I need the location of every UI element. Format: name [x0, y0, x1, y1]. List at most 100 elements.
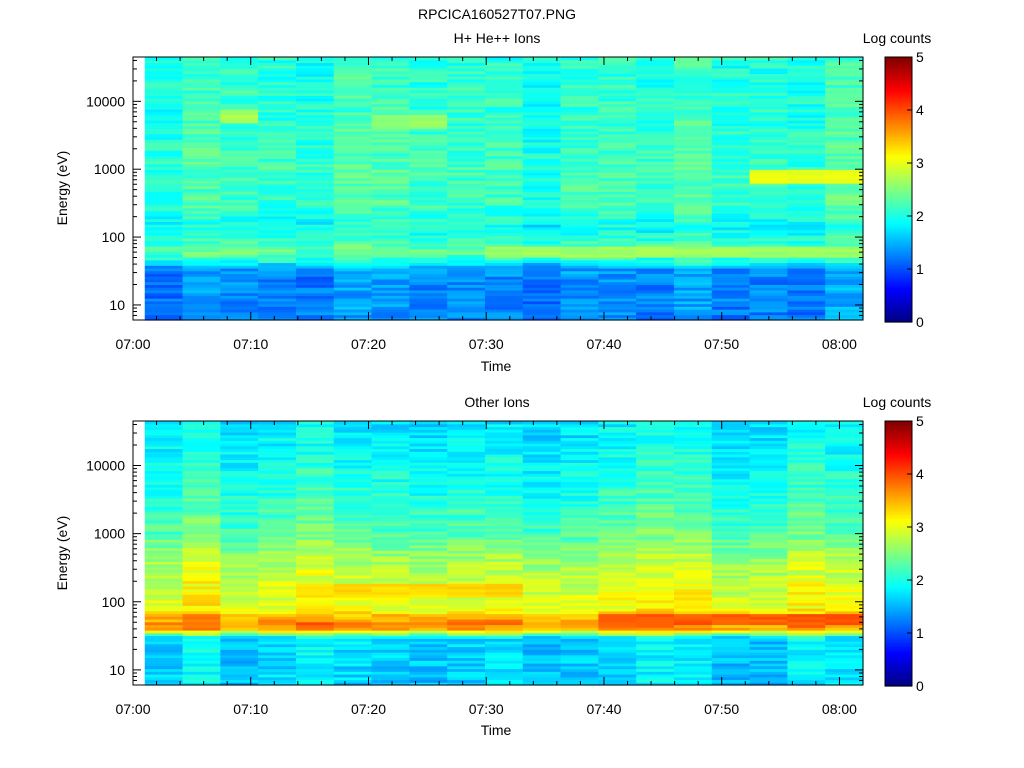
heatmap-cell — [182, 456, 221, 461]
heatmap-cell — [522, 544, 562, 549]
heatmap-cell — [636, 210, 675, 214]
colorbar-segment — [885, 573, 912, 577]
colorbar-segment — [885, 193, 912, 197]
heatmap-cell — [409, 213, 448, 217]
heatmap-cell — [673, 586, 713, 590]
heatmap-cell — [220, 467, 259, 472]
heatmap-cell — [182, 215, 221, 220]
heatmap-cell — [522, 150, 562, 154]
heatmap-cell — [447, 566, 486, 571]
heatmap-cell — [711, 95, 751, 99]
heatmap-cell — [522, 638, 562, 642]
x-tick-label: 07:30 — [469, 336, 504, 352]
heatmap-cell — [787, 564, 826, 568]
heatmap-cell — [371, 259, 410, 264]
heatmap-cell — [182, 147, 221, 151]
heatmap-cell — [182, 265, 221, 269]
heatmap-cell — [825, 421, 864, 425]
heatmap-cell — [560, 437, 599, 441]
heatmap-cell — [447, 57, 486, 61]
heatmap-cell — [749, 533, 788, 538]
heatmap-cell — [711, 158, 751, 162]
heatmap-cell — [409, 498, 448, 502]
colorbar-segment — [885, 555, 912, 559]
heatmap-cell — [749, 586, 788, 590]
heatmap-cell — [522, 500, 562, 505]
colorbar-segment — [885, 427, 912, 431]
heatmap-cell — [333, 117, 373, 121]
heatmap-cell — [560, 448, 599, 452]
heatmap-cell — [711, 254, 751, 258]
heatmap-cell — [220, 465, 259, 469]
heatmap-cell — [182, 100, 221, 105]
heatmap-cell — [333, 663, 373, 667]
heatmap-cell — [711, 525, 751, 529]
heatmap-cell — [371, 506, 410, 510]
heatmap-cell — [560, 106, 599, 110]
heatmap-cell — [825, 577, 864, 582]
heatmap-cell — [295, 314, 335, 318]
heatmap-cell — [371, 665, 410, 670]
heatmap-cell — [371, 136, 410, 140]
heatmap-cell — [636, 180, 675, 184]
heatmap-cell — [711, 57, 751, 61]
heatmap-cell — [787, 278, 826, 283]
heatmap-cell — [182, 561, 221, 565]
heatmap-cell — [409, 114, 448, 118]
heatmap-cell — [673, 122, 713, 127]
heatmap-cell — [825, 621, 864, 626]
heatmap-cell — [711, 470, 751, 474]
heatmap-cell — [144, 503, 184, 507]
heatmap-cell — [598, 652, 637, 656]
heatmap-cell — [787, 542, 826, 546]
heatmap-cell — [258, 492, 297, 496]
heatmap-cell — [258, 169, 297, 173]
heatmap-cell — [522, 627, 562, 631]
heatmap-cell — [447, 531, 486, 535]
heatmap-cell — [598, 59, 637, 64]
heatmap-cell — [598, 632, 637, 637]
heatmap-cell — [711, 465, 751, 469]
colorbar-segment — [885, 238, 912, 241]
heatmap-cell — [182, 284, 221, 288]
heatmap-cell — [787, 572, 826, 576]
colorbar-segment — [885, 249, 912, 252]
y-tick-label: 10 — [109, 297, 125, 313]
heatmap-cell — [333, 536, 373, 540]
heatmap-cell — [749, 232, 788, 236]
heatmap-cell — [144, 218, 184, 222]
heatmap-cell — [787, 309, 826, 313]
heatmap-cell — [825, 580, 864, 584]
heatmap-cell — [258, 652, 297, 656]
heatmap-cell — [409, 221, 448, 225]
heatmap-cell — [825, 185, 864, 190]
heatmap-cell — [673, 81, 713, 85]
heatmap-cell — [673, 100, 713, 105]
heatmap-cell — [825, 78, 864, 83]
heatmap-cell — [749, 278, 788, 283]
heatmap-cell — [447, 248, 486, 253]
heatmap-cell — [447, 246, 486, 250]
heatmap-cell — [144, 224, 184, 228]
heatmap-cell — [371, 555, 410, 560]
heatmap-cell — [598, 139, 637, 143]
heatmap-cell — [409, 270, 448, 275]
heatmap-cell — [560, 67, 599, 72]
heatmap-cell — [636, 92, 675, 96]
heatmap-cell — [409, 254, 448, 258]
heatmap-cell — [598, 451, 637, 455]
colorbar-segment — [885, 456, 912, 460]
heatmap-cell — [258, 437, 297, 441]
heatmap-cell — [447, 141, 486, 146]
heatmap-cell — [484, 128, 524, 132]
heatmap-cell — [673, 613, 713, 617]
heatmap-cell — [258, 566, 297, 571]
heatmap-cell — [787, 180, 826, 184]
heatmap-cell — [144, 215, 184, 220]
heatmap-cell — [522, 580, 562, 584]
heatmap-cell — [182, 163, 221, 168]
heatmap-cell — [295, 172, 335, 176]
colorbar-segment — [885, 262, 912, 266]
heatmap-cell — [484, 130, 524, 135]
heatmap-cell — [220, 588, 259, 593]
